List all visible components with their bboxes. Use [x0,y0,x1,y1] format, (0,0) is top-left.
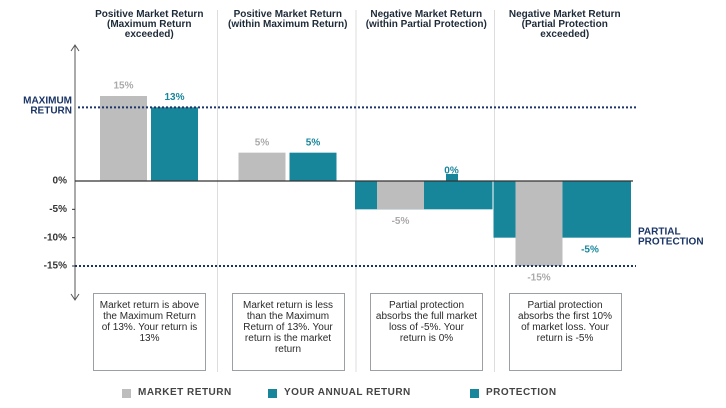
legend-label: YOUR ANNUAL RETURN [284,387,411,398]
value-label: 15% [113,81,133,92]
column-heading: Positive Market Return (Maximum Return e… [95,9,204,40]
bar [566,181,614,210]
bar [515,181,563,266]
column-heading: Negative Market Return (Partial Protecti… [508,9,621,40]
bar [377,181,424,210]
reference-label: MAXIMUM RETURN [23,95,72,116]
value-label: -5% [392,216,410,227]
column-heading: Positive Market Return (within Maximum R… [228,9,348,30]
legend-label: MARKET RETURN [138,387,232,398]
y-tick-label: -15% [44,261,67,272]
reference-label: PARTIAL PROTECTION [638,226,704,247]
bar-nub [446,174,458,181]
column-heading: Negative Market Return (within Partial P… [365,9,487,30]
value-label: -5% [581,244,599,255]
value-label: 13% [164,92,184,103]
value-label: -15% [527,273,550,284]
legend-swatch [470,389,479,398]
legend-swatch [122,389,131,398]
legend-label: PROTECTION [486,387,557,398]
y-tick-label: -5% [49,204,67,215]
axis-arrow [70,293,80,301]
value-label: 0% [444,166,459,177]
axis-arrow [70,44,80,52]
note-box: Partial protection absorbs the full mark… [370,293,483,371]
note-box: Partial protection absorbs the first 10%… [508,293,622,371]
bar [151,107,198,181]
y-tick-label: 0% [53,176,68,187]
bar [289,152,337,181]
value-label: 5% [255,137,270,148]
note-box: Market return is above the Maximum Retur… [93,293,206,371]
bar [238,152,286,181]
y-tick-label: -10% [44,232,67,243]
value-label: 5% [306,137,321,148]
bar [100,96,147,181]
note-box: Market return is less than the Maximum R… [231,293,345,371]
legend-swatch [268,389,277,398]
